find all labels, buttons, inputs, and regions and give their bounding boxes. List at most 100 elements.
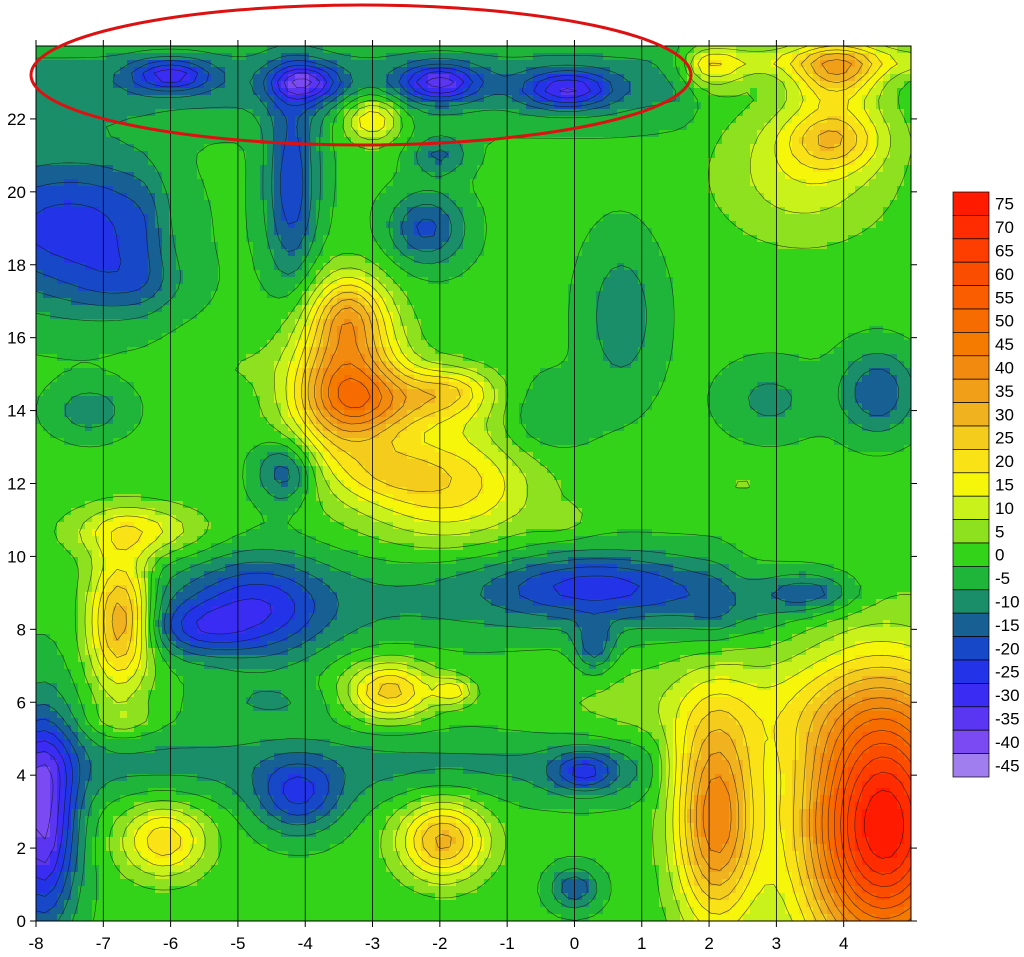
contour-cell [330, 81, 338, 89]
contour-cell [365, 46, 373, 54]
contour-cell [162, 165, 170, 173]
contour-cell [239, 221, 247, 229]
contour-cell [764, 291, 772, 299]
contour-cell [512, 277, 520, 285]
contour-cell [127, 53, 135, 61]
contour-cell [799, 46, 807, 54]
contour-cell [743, 214, 751, 222]
contour-cell [624, 186, 632, 194]
contour-cell [288, 53, 296, 61]
contour-cell [491, 165, 499, 173]
contour-cell [778, 130, 786, 138]
contour-cell [701, 270, 709, 278]
contour-cell [393, 249, 401, 257]
contour-cell [456, 172, 464, 180]
contour-cell [589, 158, 597, 166]
contour-cell [148, 137, 156, 145]
contour-cell [568, 60, 576, 68]
contour-cell [435, 200, 443, 208]
contour-cell [582, 207, 590, 215]
contour-cell [771, 200, 779, 208]
contour-cell [827, 81, 835, 89]
contour-cell [288, 214, 296, 222]
contour-cell [449, 200, 457, 208]
contour-cell [456, 214, 464, 222]
contour-cell [743, 74, 751, 82]
contour-cell [792, 270, 800, 278]
contour-cell [498, 67, 506, 75]
contour-cell [533, 144, 541, 152]
contour-cell [519, 221, 527, 229]
contour-cell [694, 207, 702, 215]
contour-cell [652, 263, 660, 271]
contour-cell [680, 291, 688, 299]
contour-cell [652, 214, 660, 222]
contour-cell [484, 319, 492, 327]
contour-cell [379, 95, 387, 103]
contour-cell [687, 123, 695, 131]
contour-cell [288, 81, 296, 89]
contour-cell [36, 81, 44, 89]
contour-cell [708, 249, 716, 257]
contour-cell [736, 102, 744, 110]
contour-cell [890, 249, 898, 257]
contour-cell [386, 207, 394, 215]
contour-cell [547, 277, 555, 285]
contour-cell [708, 228, 716, 236]
contour-cell [715, 130, 723, 138]
contour-cell [267, 242, 275, 250]
contour-cell [113, 256, 121, 264]
contour-cell [799, 109, 807, 117]
contour-cell [323, 95, 331, 103]
contour-cell [876, 249, 884, 257]
contour-cell [561, 312, 569, 320]
contour-cell [50, 137, 58, 145]
contour-cell [729, 179, 737, 187]
contour-cell [351, 151, 359, 159]
contour-cell [540, 46, 548, 54]
contour-cell [771, 270, 779, 278]
contour-cell [890, 109, 898, 117]
contour-cell [876, 130, 884, 138]
contour-cell [617, 284, 625, 292]
contour-cell [645, 144, 653, 152]
contour-cell [169, 263, 177, 271]
contour-cell [351, 291, 359, 299]
contour-cell [701, 221, 709, 229]
contour-cell [134, 172, 142, 180]
contour-cell [442, 67, 450, 75]
contour-cell [400, 116, 408, 124]
contour-cell [568, 228, 576, 236]
contour-cell [113, 158, 121, 166]
contour-cell [841, 312, 849, 320]
contour-cell [120, 95, 128, 103]
contour-cell [246, 193, 254, 201]
contour-cell [288, 277, 296, 285]
contour-cell [582, 277, 590, 285]
contour-cell [540, 242, 548, 250]
contour-cell [407, 116, 415, 124]
contour-cell [757, 284, 765, 292]
contour-cell [722, 305, 730, 313]
contour-cell [218, 53, 226, 61]
contour-cell [246, 249, 254, 257]
contour-cell [155, 172, 163, 180]
contour-cell [204, 165, 212, 173]
contour-cell [505, 305, 513, 313]
contour-cell [456, 312, 464, 320]
contour-cell [834, 228, 842, 236]
contour-cell [841, 228, 849, 236]
contour-cell [169, 172, 177, 180]
contour-cell [463, 102, 471, 110]
contour-cell [771, 158, 779, 166]
contour-cell [134, 291, 142, 299]
contour-cell [512, 74, 520, 82]
contour-cell [722, 158, 730, 166]
contour-cell [610, 172, 618, 180]
contour-cell [617, 179, 625, 187]
contour-cell [344, 200, 352, 208]
contour-cell [519, 67, 527, 75]
contour-cell [400, 221, 408, 229]
contour-cell [253, 109, 261, 117]
contour-cell [617, 123, 625, 131]
